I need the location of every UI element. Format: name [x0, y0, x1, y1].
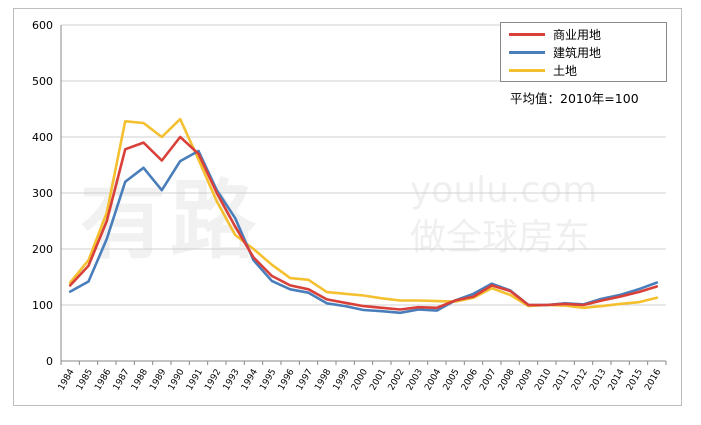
- x-tick-label: 2015: [625, 368, 645, 393]
- x-tick-label: 2011: [552, 368, 572, 393]
- x-tick-label: 2002: [387, 368, 407, 393]
- series-line-2: [68, 117, 659, 310]
- x-tick-label: 2010: [533, 367, 553, 392]
- x-tick-label: 1987: [112, 368, 132, 393]
- legend-label: 建筑用地: [553, 45, 602, 60]
- series-line-0: [68, 135, 659, 311]
- x-tick-label: 1994: [240, 367, 260, 392]
- x-tick-label: 2009: [515, 367, 535, 392]
- x-tick-label: 1998: [313, 367, 333, 392]
- x-tick-label: 1995: [258, 368, 278, 393]
- x-tick-label: 2006: [460, 367, 480, 392]
- legend-label: 土地: [553, 63, 578, 78]
- x-tick-label: 2004: [423, 367, 443, 392]
- x-tick-label: 1999: [332, 367, 352, 392]
- x-tick-label: 2005: [442, 368, 462, 393]
- legend-item-1: 建筑用地: [509, 43, 666, 61]
- legend-swatch: [509, 68, 545, 72]
- x-tick-label: 1986: [93, 367, 113, 392]
- x-tick-label: 1989: [148, 367, 168, 392]
- x-tick-label: 1991: [185, 368, 205, 393]
- y-tick-label: 0: [46, 355, 53, 368]
- y-tick-label: 200: [32, 243, 53, 256]
- x-tick-label: 1988: [130, 367, 150, 392]
- x-tick-label: 2014: [607, 367, 627, 392]
- legend-swatch: [509, 50, 545, 54]
- x-tick-label: 2003: [405, 368, 425, 393]
- x-tick-label: 2012: [570, 368, 590, 393]
- axes: [60, 25, 667, 365]
- y-tick-label: 400: [32, 131, 53, 144]
- x-tick-label: 1985: [75, 368, 95, 393]
- series-line-1: [68, 149, 659, 315]
- x-tick-label: 1990: [167, 367, 187, 392]
- x-tick-label: 2013: [588, 368, 608, 393]
- x-tick-label: 1993: [222, 368, 242, 393]
- x-tick-label: 1997: [295, 368, 315, 393]
- x-tick-label: 2008: [497, 367, 517, 392]
- x-tick-label: 2001: [368, 368, 388, 393]
- x-tick-label: 2000: [350, 367, 370, 392]
- series-lines: [68, 117, 659, 315]
- legend: 商业用地 建筑用地 土地: [500, 22, 667, 82]
- legend-swatch: [509, 32, 545, 36]
- x-tick-label: 2007: [478, 368, 498, 393]
- x-tick-label: 1984: [57, 367, 77, 392]
- chart-note: 平均值：2010年=100: [510, 91, 639, 106]
- y-tick-label: 500: [32, 75, 53, 88]
- x-tick-label: 2016: [643, 367, 663, 392]
- legend-item-0: 商业用地: [509, 25, 666, 43]
- legend-label: 商业用地: [553, 27, 602, 42]
- x-tick-label: 1996: [277, 367, 297, 392]
- y-tick-label: 600: [32, 19, 53, 32]
- y-tick-label: 300: [32, 187, 53, 200]
- x-tick-label: 1992: [203, 368, 223, 393]
- legend-item-2: 土地: [509, 61, 666, 79]
- y-tick-label: 100: [32, 299, 53, 312]
